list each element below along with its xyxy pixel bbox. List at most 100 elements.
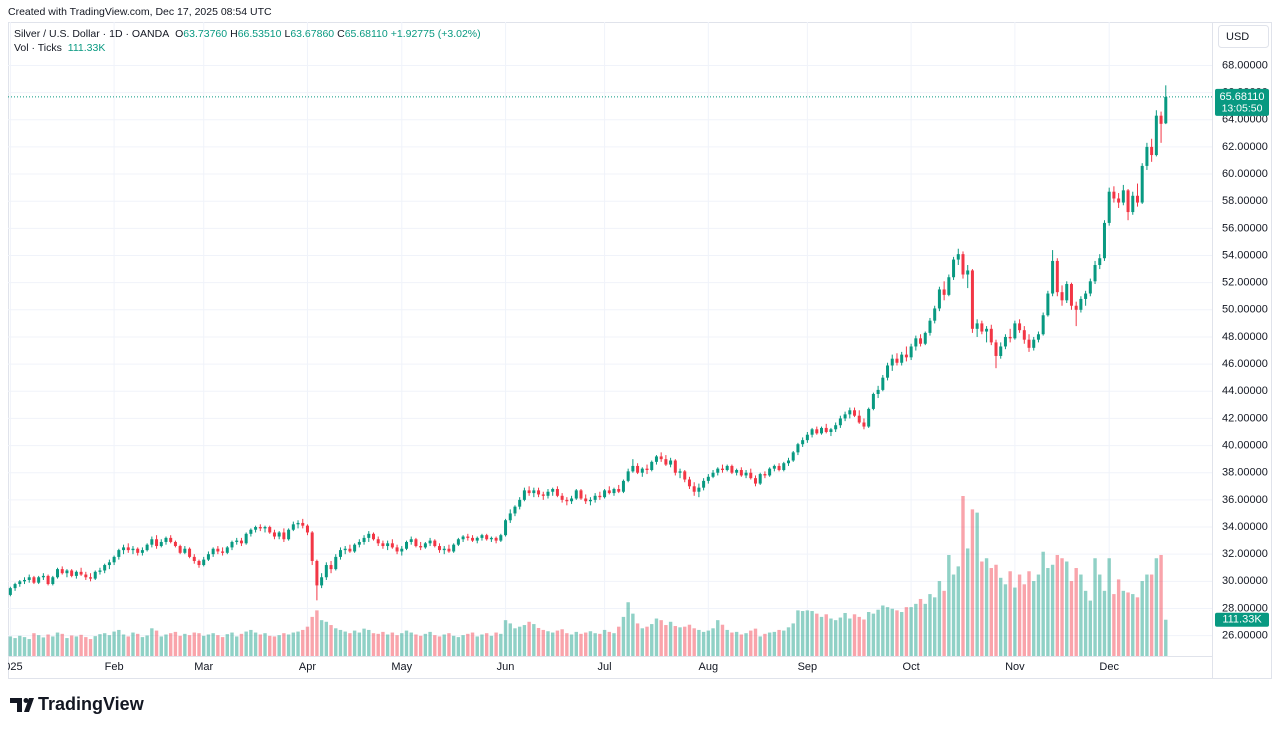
volume-bar [584, 632, 588, 656]
volume-bar [843, 612, 847, 656]
currency-button[interactable] [1218, 25, 1269, 48]
volume-bar [1022, 584, 1027, 656]
y-tick-label: 62.00000 [1222, 141, 1268, 153]
volume-bar [598, 633, 602, 656]
candle-body [192, 556, 196, 561]
candle-body [442, 548, 446, 551]
volume-bar [961, 496, 965, 656]
y-tick-label: 60.00000 [1222, 168, 1268, 180]
legend-value: 65.68110 [344, 28, 388, 40]
volume-bar [904, 607, 909, 656]
volume-bar [683, 626, 687, 656]
volume-bar [102, 633, 107, 656]
candle-body [937, 289, 941, 309]
candle-body [89, 577, 93, 579]
candle-body [249, 529, 253, 534]
candle-body [438, 546, 442, 551]
candle-body [320, 577, 324, 586]
candle-body [1018, 323, 1022, 331]
volume-bar [1149, 574, 1154, 656]
volume-bar [18, 635, 22, 656]
volume-bar [1069, 581, 1074, 656]
candle-body [206, 554, 210, 560]
candle-body [753, 478, 757, 484]
volume-bar [178, 635, 182, 656]
volume-bar [107, 635, 112, 656]
candle-body [598, 495, 602, 498]
candle-body [772, 465, 776, 469]
candle-body [98, 570, 102, 572]
candle-body [1055, 260, 1059, 293]
candle-body [1131, 195, 1135, 213]
candle-body [169, 537, 173, 542]
volume-bar [569, 634, 574, 656]
volume-bar [664, 625, 668, 656]
volume-bar [621, 616, 626, 656]
candle-body [593, 495, 597, 500]
y-tick-label: 58.00000 [1222, 195, 1268, 207]
candle-body [508, 513, 512, 521]
candle-body [612, 489, 616, 494]
x-tick-label: Jun [497, 661, 515, 673]
volume-bar [701, 631, 706, 656]
candle-body [560, 495, 564, 500]
candle-body [768, 468, 772, 476]
legend-value: 66.53510 [237, 28, 282, 40]
y-tick-label: 40.00000 [1222, 439, 1268, 451]
candle-body [518, 499, 522, 507]
volume-bar [848, 618, 852, 656]
volume-bar [1027, 571, 1031, 656]
candle-body [659, 456, 663, 460]
candle-body [928, 320, 932, 333]
candle-body [994, 342, 998, 356]
volume-bar [1065, 561, 1069, 656]
volume-bar [315, 610, 319, 656]
volume-bar [711, 628, 715, 656]
candle-body [140, 550, 144, 553]
volume-bar [1041, 551, 1045, 656]
y-tick-label: 28.00000 [1222, 602, 1268, 614]
candle-body [37, 577, 41, 583]
volume-bar [517, 626, 522, 656]
candle-body [386, 543, 390, 547]
candle-body [287, 529, 291, 540]
candle-body [428, 540, 432, 544]
volume-tag-label: 111.33K [1222, 614, 1262, 626]
volume-bar [84, 637, 88, 656]
candle-body [862, 422, 866, 427]
volume-bar [202, 635, 206, 656]
candle-body [74, 571, 78, 576]
candle-body [787, 460, 791, 464]
volume-bar [494, 632, 498, 656]
y-tick-label: 36.00000 [1222, 494, 1268, 506]
candle-body [159, 541, 163, 547]
candle-body [268, 527, 272, 533]
volume-bar [41, 637, 46, 656]
candle-body [1084, 293, 1088, 299]
candle-body [1117, 198, 1121, 203]
volume-bar [239, 633, 244, 656]
candle-body [947, 277, 951, 295]
volume-bar [810, 611, 814, 656]
candle-body [32, 577, 36, 583]
candle-body [475, 537, 479, 541]
plot [8, 85, 1212, 656]
volume-bar [324, 621, 329, 656]
volume-bar [46, 634, 50, 656]
volume-bar [98, 634, 102, 656]
candle-body [886, 365, 890, 378]
candle-body [683, 471, 687, 480]
last-price-tag [1215, 88, 1269, 116]
volume-bar [994, 564, 998, 656]
grid [8, 22, 1212, 656]
x-tick-label: Mar [194, 661, 213, 673]
volume-bar [1145, 574, 1149, 656]
volume-bar [692, 628, 696, 656]
volume-bar [173, 631, 178, 656]
volume-bar [980, 561, 984, 656]
countdown-label: 13:05:50 [1222, 103, 1263, 115]
candle-body [1126, 190, 1130, 213]
volume-bar [739, 634, 744, 656]
volume-bar [749, 630, 753, 656]
candle-body [763, 474, 767, 476]
